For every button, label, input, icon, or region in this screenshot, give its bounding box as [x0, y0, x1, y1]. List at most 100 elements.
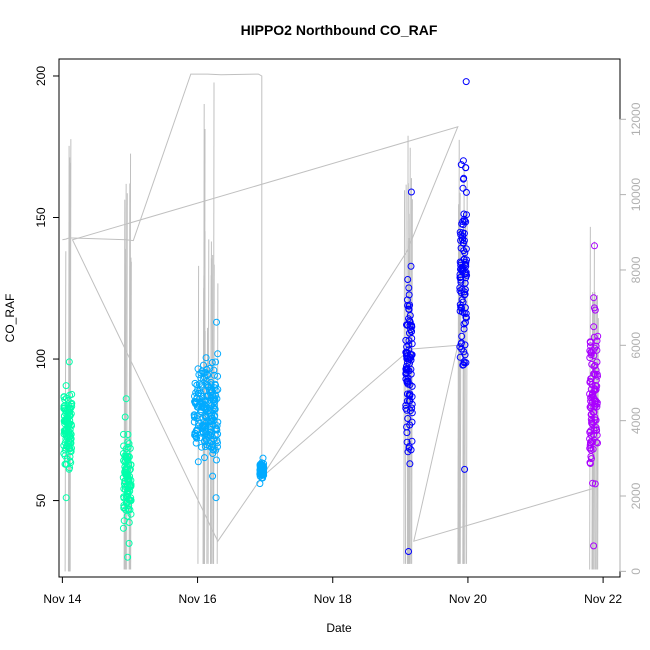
data-point: [402, 401, 410, 409]
y2-tick-label: 6000: [629, 332, 643, 359]
data-point: [405, 443, 413, 450]
data-point: [214, 418, 222, 426]
data-point: [587, 397, 595, 405]
data-point: [406, 329, 413, 337]
altitude-spike: [203, 104, 205, 564]
data-point: [120, 504, 128, 512]
y-axis-label: CO_RAF: [3, 294, 17, 343]
data-point: [586, 339, 594, 346]
data-point: [408, 382, 416, 390]
data-point: [406, 318, 414, 326]
data-point: [206, 428, 214, 436]
data-point: [257, 467, 265, 475]
data-point: [588, 360, 596, 368]
data-point: [458, 285, 466, 293]
data-point: [201, 374, 209, 381]
data-point: [123, 483, 131, 490]
data-point: [212, 446, 220, 454]
data-point: [459, 239, 467, 247]
data-point: [403, 343, 411, 351]
data-point: [127, 483, 135, 491]
data-point: [461, 465, 469, 473]
data-point: [406, 460, 414, 468]
data-point: [212, 358, 220, 366]
data-point: [201, 437, 208, 445]
data-point: [591, 480, 599, 488]
data-point: [210, 371, 218, 379]
altitude-spike: [411, 199, 413, 564]
data-point: [210, 396, 218, 404]
data-point: [193, 415, 201, 422]
data-point: [457, 304, 465, 312]
chart-title: HIPPO2 Northbound CO_RAF: [241, 22, 438, 38]
data-point: [402, 349, 410, 357]
y2-tick-label: 8000: [629, 256, 643, 283]
data-point: [119, 450, 127, 457]
data-point: [211, 380, 219, 388]
data-point: [205, 406, 213, 414]
data-point: [592, 386, 600, 394]
data-point: [460, 174, 468, 182]
data-point: [203, 441, 211, 449]
data-point: [589, 389, 597, 397]
data-point: [462, 188, 470, 196]
data-point: [463, 211, 470, 219]
data-point: [201, 454, 208, 462]
data-point: [62, 382, 70, 390]
data-point: [461, 341, 469, 349]
data-point: [403, 423, 411, 431]
data-point: [207, 432, 215, 440]
data-point: [461, 261, 469, 269]
data-point: [212, 494, 220, 502]
data-point: [586, 378, 594, 386]
data-point: [67, 430, 75, 438]
data-point: [456, 274, 464, 282]
data-point: [408, 323, 416, 331]
data-point: [461, 319, 469, 327]
data-point: [209, 472, 217, 480]
data-point: [457, 161, 465, 169]
altitude-spike: [123, 199, 126, 570]
altitude-spike: [197, 265, 200, 564]
data-point: [588, 419, 596, 427]
data-point: [461, 270, 469, 278]
data-point: [120, 494, 128, 502]
data-point: [587, 385, 595, 393]
data-point: [124, 474, 132, 482]
data-point: [124, 553, 132, 561]
data-point: [586, 441, 594, 449]
data-point: [214, 350, 222, 358]
data-point: [460, 358, 468, 366]
data-point: [587, 402, 595, 410]
x-axis: Nov 14 Nov 16 Nov 18 Nov 20 Nov 22: [43, 576, 622, 606]
x-tick-label: Nov 22: [584, 592, 622, 606]
data-point: [200, 369, 208, 377]
data-point: [461, 290, 469, 298]
data-point: [125, 539, 133, 547]
data-point: [459, 361, 467, 369]
data-point: [403, 390, 411, 398]
x-axis-label: Date: [326, 621, 352, 635]
altitude-spike: [203, 128, 206, 564]
data-point: [211, 405, 219, 413]
data-point: [587, 415, 595, 423]
data-point: [203, 392, 211, 400]
data-point: [65, 358, 73, 366]
data-point: [193, 426, 201, 434]
data-point: [405, 284, 413, 292]
data-point: [407, 446, 415, 454]
data-point: [208, 414, 216, 422]
data-point: [404, 415, 412, 422]
data-point: [406, 321, 414, 329]
data-point: [210, 416, 218, 424]
data-point: [61, 402, 69, 410]
data-point: [205, 383, 213, 391]
data-point: [460, 229, 468, 237]
data-point: [405, 548, 412, 555]
data-point: [406, 350, 414, 358]
data-point: [460, 348, 468, 356]
y2-tick-label: 12000: [629, 102, 643, 136]
data-point: [458, 296, 466, 304]
data-point: [586, 354, 594, 362]
data-point: [594, 332, 602, 340]
